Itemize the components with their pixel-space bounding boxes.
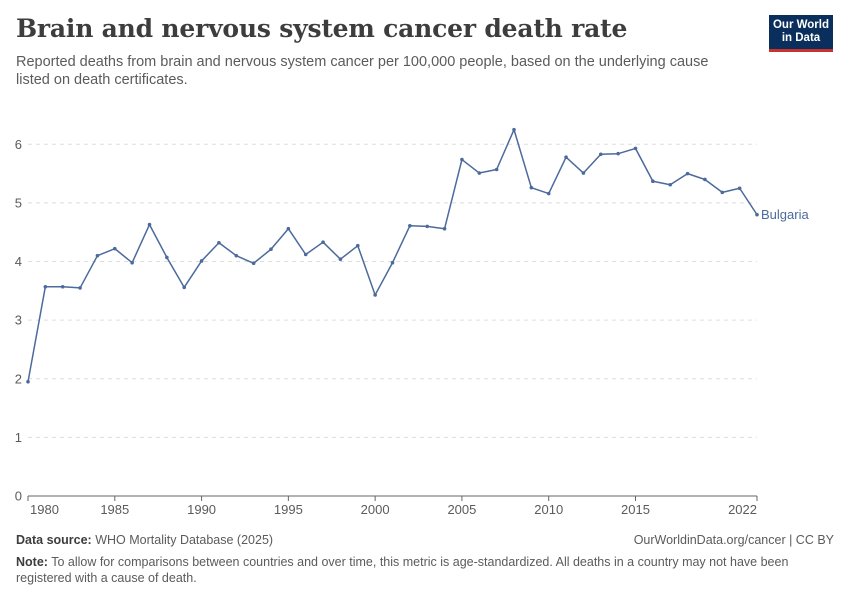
y-tick-label: 0: [15, 489, 22, 504]
data-point: [546, 191, 551, 196]
data-point: [60, 284, 65, 289]
series-line-bulgaria: [27, 128, 758, 382]
y-tick-label: 2: [15, 371, 22, 386]
data-point: [286, 226, 291, 231]
data-point: [112, 246, 117, 251]
data-point: [564, 155, 568, 160]
data-point: [165, 255, 169, 260]
x-tick-label: 2000: [361, 502, 390, 517]
data-point: [651, 179, 655, 184]
y-tick-label: 5: [15, 195, 22, 210]
logo-line-2: in Data: [781, 32, 821, 44]
axes: 0 1 2 3 4 5 6 1980 1985 1990 1995 2000 2005 2010 2015 2…: [15, 137, 758, 517]
data-point: [303, 252, 308, 257]
data-point: [338, 257, 343, 261]
data-source: Data source: WHO Mortality Database (202…: [16, 533, 273, 547]
data-point: [703, 177, 707, 182]
data-point: [355, 243, 360, 248]
data-point: [217, 240, 221, 245]
data-point: [147, 222, 152, 227]
data-point: [26, 379, 30, 384]
x-tick-label: 1985: [100, 502, 129, 517]
data-point: [494, 167, 499, 172]
data-point: [130, 260, 134, 265]
x-tick-label: 2005: [447, 502, 476, 517]
owid-logo[interactable]: Our World in Data: [769, 15, 833, 52]
data-point: [373, 293, 377, 297]
data-point: [685, 171, 690, 176]
data-point: [633, 146, 638, 151]
data-point: [616, 151, 620, 156]
data-point: [78, 286, 82, 290]
source-url[interactable]: OurWorldinData.org/cancer | CC BY: [633, 533, 834, 547]
data-source-text[interactable]: WHO Mortality Database (2025): [95, 533, 274, 547]
data-point: [390, 260, 395, 265]
data-point: [460, 157, 464, 162]
data-point: [581, 171, 586, 175]
data-point: [182, 285, 187, 290]
data-point: [234, 253, 239, 258]
x-tick-label: 1990: [187, 502, 216, 517]
note-text: To allow for comparisons between countri…: [16, 555, 789, 585]
logo-line-1: Our World: [772, 19, 829, 31]
data-point: [477, 171, 482, 175]
data-point: [720, 190, 725, 195]
chart-subtitle: Reported deaths from brain and nervous s…: [16, 54, 709, 88]
y-tick-label: 4: [15, 254, 22, 269]
data-point: [598, 152, 603, 157]
y-tick-label: 6: [15, 137, 22, 152]
series-layer: Bulgaria: [26, 127, 809, 384]
x-tick-label: 2010: [534, 502, 563, 517]
data-point: [755, 212, 759, 217]
data-source-label: Data source:: [16, 533, 92, 547]
data-point: [251, 261, 256, 266]
x-tick-label: 1995: [274, 502, 303, 517]
data-point: [529, 185, 534, 190]
data-point: [668, 182, 673, 187]
data-point: [269, 247, 273, 252]
gridlines: [28, 143, 757, 438]
y-tick-label: 3: [15, 313, 22, 328]
data-point: [512, 127, 516, 132]
data-point: [43, 284, 48, 289]
y-tick-label: 1: [15, 430, 22, 445]
chart-note: Note: To allow for comparisons between c…: [16, 554, 826, 586]
data-point: [199, 259, 204, 263]
x-tick-label: 2015: [621, 502, 650, 517]
data-point: [321, 240, 325, 244]
series-end-label[interactable]: Bulgaria: [761, 207, 809, 222]
x-tick-label: 1980: [30, 502, 59, 517]
x-tick-label: 2022: [728, 502, 757, 517]
data-point: [442, 226, 447, 231]
data-point: [737, 186, 742, 191]
data-point: [425, 224, 430, 229]
chart-title: Brain and nervous system cancer death ra…: [16, 14, 628, 43]
data-point: [408, 223, 412, 228]
note-label: Note:: [16, 555, 48, 569]
data-point: [95, 253, 100, 258]
